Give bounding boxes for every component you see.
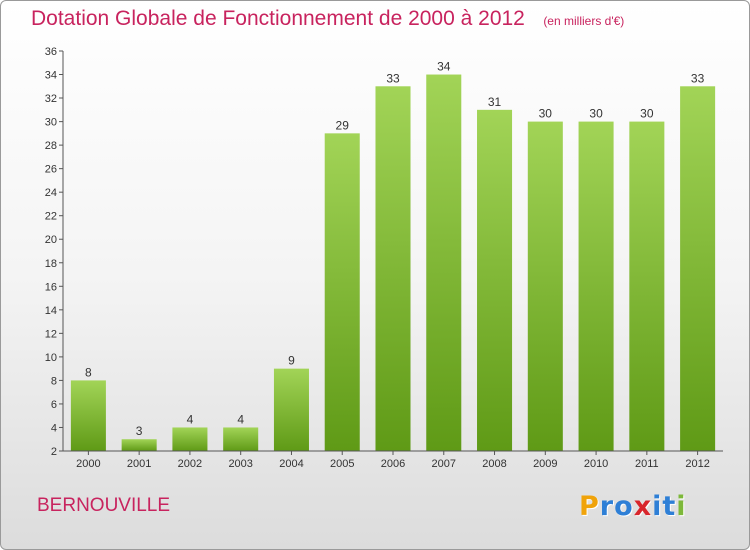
bar-2006: [375, 86, 411, 451]
x-tick-label-2007: 2007: [432, 458, 456, 470]
y-tick-label: 34: [45, 70, 57, 82]
data-label-2006: 33: [386, 71, 400, 85]
data-label-2005: 29: [336, 118, 350, 132]
x-axis: 2000 2001 2002 2003 2004 2005 2006 2007 2008 2009…: [63, 450, 723, 470]
y-tick-label: 22: [45, 211, 57, 223]
y-tick-label: 26: [45, 164, 57, 176]
data-label-2003: 4: [237, 412, 244, 426]
y-tick-label: 20: [45, 234, 57, 246]
y-tick-label: 2: [51, 446, 57, 458]
data-label-2004: 9: [288, 354, 295, 368]
bar-2001: [121, 439, 157, 451]
y-tick-label: 36: [45, 46, 57, 58]
bar-2009: [527, 121, 563, 452]
logo-letter: i: [676, 491, 687, 522]
x-tick-label-2008: 2008: [482, 458, 506, 470]
y-tick-label: 18: [45, 258, 57, 270]
bar-2000: [70, 380, 106, 451]
bar-2002: [172, 427, 208, 451]
title-row: Dotation Globale de Fonctionnement de 20…: [31, 7, 624, 31]
x-tick-label-2005: 2005: [330, 458, 354, 470]
y-tick-label: 12: [45, 328, 57, 340]
data-label-2002: 4: [187, 412, 194, 426]
bar-2004: [273, 368, 309, 451]
place-name: BERNOUVILLE: [37, 495, 171, 516]
y-tick-label: 10: [45, 352, 57, 364]
y-tick-label: 32: [45, 93, 57, 105]
data-label-2011: 30: [640, 107, 654, 121]
x-tick-label-2006: 2006: [381, 458, 405, 470]
x-tick-label-2002: 2002: [178, 458, 202, 470]
x-tick-label-2004: 2004: [279, 458, 303, 470]
x-tick-label-2011: 2011: [635, 458, 659, 470]
bars: [70, 74, 716, 452]
x-tick-label-2010: 2010: [584, 458, 608, 470]
bar-2011: [629, 121, 665, 452]
logo-letter: x: [633, 491, 653, 522]
bar-2007: [426, 74, 462, 451]
bar-2005: [324, 133, 360, 451]
data-label-2001: 3: [136, 424, 143, 438]
chart-unit-note: (en milliers d'€): [543, 14, 625, 28]
y-tick-label: 30: [45, 117, 57, 129]
x-tick-label-2009: 2009: [533, 458, 557, 470]
y-tick-label: 28: [45, 140, 57, 152]
x-tick-label-2001: 2001: [127, 458, 151, 470]
y-tick-label: 4: [51, 422, 57, 434]
logo-letter: P: [579, 491, 600, 522]
bar-2008: [477, 109, 513, 451]
x-tick-label-2012: 2012: [685, 458, 709, 470]
y-tick-label: 6: [51, 399, 57, 411]
x-tick-label-2003: 2003: [228, 458, 252, 470]
logo-letter: i: [652, 491, 663, 522]
proxiti-logo: Proxiti: [579, 491, 687, 522]
bar-2003: [223, 427, 259, 451]
data-label-2012: 33: [691, 71, 705, 85]
data-label-2008: 31: [488, 95, 502, 109]
y-tick-label: 24: [45, 187, 57, 199]
data-label-2009: 30: [539, 107, 553, 121]
data-label-2007: 34: [437, 60, 451, 74]
y-tick-label: 14: [45, 305, 57, 317]
bar-2012: [680, 86, 716, 451]
data-label-2000: 8: [85, 365, 92, 379]
logo-letter: t: [662, 491, 677, 522]
y-tick-label: 8: [51, 375, 57, 387]
chart-title: Dotation Globale de Fonctionnement de 20…: [31, 7, 525, 30]
logo-letter: r: [599, 491, 615, 522]
y-tick-label: 16: [45, 281, 57, 293]
data-label-2010: 30: [589, 107, 603, 121]
x-tick-label-2000: 2000: [76, 458, 100, 470]
logo-letter: o: [614, 491, 634, 522]
bar-2010: [578, 121, 614, 452]
